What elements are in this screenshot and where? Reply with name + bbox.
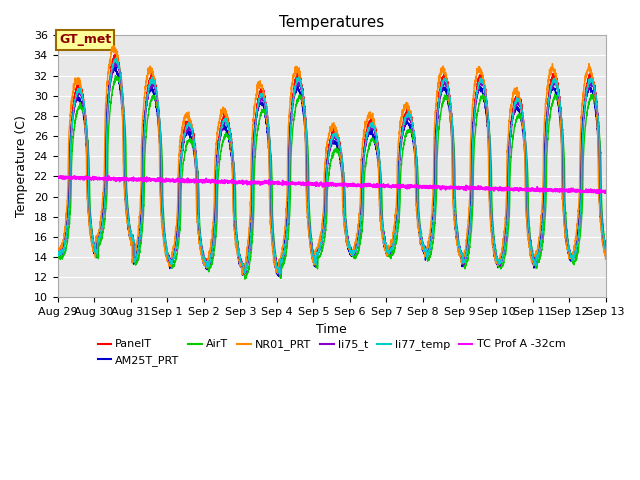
AirT (395, 220, 403, 226)
PanelT (113, 51, 120, 57)
AirT (54, 254, 61, 260)
Line: PanelT: PanelT (58, 54, 605, 274)
AirT (602, 245, 609, 251)
AM25T_PRT (172, 245, 179, 251)
PanelT (602, 247, 609, 252)
Text: GT_met: GT_met (59, 34, 111, 47)
Y-axis label: Temperature (C): Temperature (C) (15, 115, 28, 217)
AM25T_PRT (275, 274, 282, 279)
AirT (111, 72, 119, 78)
AM25T_PRT (111, 63, 118, 69)
TC Prof A -32cm (54, 175, 61, 181)
NR01_PRT (602, 256, 609, 262)
TC Prof A -32cm (105, 173, 113, 179)
TC Prof A -32cm (602, 188, 609, 193)
PanelT (276, 271, 284, 277)
li77_temp (395, 186, 403, 192)
li77_temp (172, 249, 179, 254)
NR01_PRT (207, 246, 214, 252)
AM25T_PRT (385, 249, 393, 255)
NR01_PRT (54, 252, 61, 258)
TC Prof A -32cm (593, 191, 601, 196)
NR01_PRT (385, 244, 393, 250)
li77_temp (276, 271, 284, 277)
Line: li75_t: li75_t (58, 62, 605, 275)
li77_temp (54, 250, 61, 256)
li77_temp (602, 248, 609, 254)
AirT (385, 254, 393, 260)
li75_t (276, 272, 284, 278)
NR01_PRT (550, 66, 558, 72)
AirT (602, 246, 609, 252)
X-axis label: Time: Time (316, 323, 347, 336)
TC Prof A -32cm (172, 179, 179, 184)
Legend: PanelT, AM25T_PRT, AirT, NR01_PRT, li75_t, li77_temp, TC Prof A -32cm: PanelT, AM25T_PRT, AirT, NR01_PRT, li75_… (93, 335, 570, 370)
Line: li77_temp: li77_temp (58, 58, 605, 274)
TC Prof A -32cm (207, 178, 214, 183)
li75_t (602, 247, 609, 252)
Line: TC Prof A -32cm: TC Prof A -32cm (58, 176, 605, 193)
li75_t (207, 254, 214, 260)
NR01_PRT (110, 43, 118, 48)
AirT (172, 259, 179, 264)
li77_temp (550, 75, 558, 81)
AM25T_PRT (207, 253, 214, 259)
TC Prof A -32cm (550, 187, 557, 193)
li75_t (550, 79, 558, 84)
Line: AirT: AirT (58, 75, 605, 279)
li77_temp (112, 55, 120, 61)
TC Prof A -32cm (395, 182, 403, 188)
NR01_PRT (602, 252, 609, 257)
NR01_PRT (172, 238, 179, 244)
PanelT (395, 162, 403, 168)
PanelT (207, 252, 214, 258)
PanelT (550, 71, 558, 77)
AirT (550, 94, 558, 100)
li75_t (113, 59, 120, 65)
Title: Temperatures: Temperatures (279, 15, 384, 30)
li75_t (172, 250, 179, 256)
AM25T_PRT (54, 252, 61, 257)
li75_t (54, 250, 61, 256)
li77_temp (207, 254, 214, 260)
AM25T_PRT (602, 255, 609, 261)
AirT (241, 276, 249, 282)
PanelT (385, 249, 393, 255)
NR01_PRT (395, 136, 403, 142)
li75_t (395, 194, 403, 200)
li75_t (602, 247, 609, 253)
li77_temp (385, 250, 393, 256)
li77_temp (602, 248, 609, 253)
PanelT (54, 246, 61, 252)
PanelT (172, 248, 179, 253)
Line: NR01_PRT: NR01_PRT (58, 46, 605, 275)
AM25T_PRT (602, 253, 609, 259)
AM25T_PRT (395, 157, 403, 163)
NR01_PRT (239, 272, 247, 278)
li75_t (385, 251, 393, 256)
TC Prof A -32cm (602, 189, 609, 194)
Line: AM25T_PRT: AM25T_PRT (58, 66, 605, 276)
PanelT (602, 246, 609, 252)
AirT (207, 264, 214, 270)
AM25T_PRT (550, 86, 558, 92)
TC Prof A -32cm (385, 183, 393, 189)
